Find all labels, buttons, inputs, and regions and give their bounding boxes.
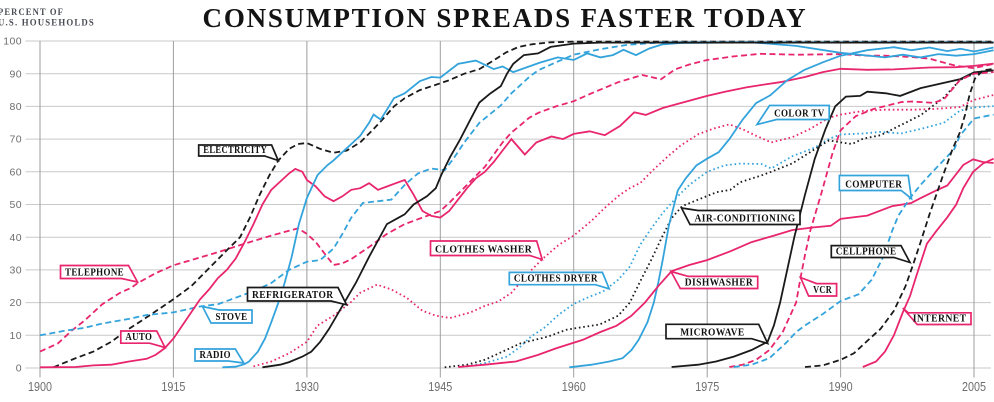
svg-text:40: 40 <box>10 232 22 244</box>
svg-text:AIR-CONDITIONING: AIR-CONDITIONING <box>695 213 796 224</box>
svg-text:30: 30 <box>10 265 22 277</box>
svg-text:1900: 1900 <box>28 379 52 394</box>
svg-text:60: 60 <box>10 166 22 178</box>
svg-text:COMPUTER: COMPUTER <box>845 179 903 190</box>
svg-text:STOVE: STOVE <box>216 312 248 323</box>
svg-text:CLOTHES DRYER: CLOTHES DRYER <box>514 274 598 285</box>
svg-text:50: 50 <box>10 199 22 211</box>
svg-text:100: 100 <box>3 36 22 48</box>
svg-text:U.S. HOUSEHOLDS: U.S. HOUSEHOLDS <box>0 18 95 28</box>
svg-text:1945: 1945 <box>428 379 452 394</box>
svg-text:1960: 1960 <box>562 379 586 394</box>
svg-text:70: 70 <box>10 134 22 146</box>
svg-text:DISHWASHER: DISHWASHER <box>685 277 754 288</box>
svg-text:1915: 1915 <box>161 379 185 394</box>
svg-text:20: 20 <box>10 297 22 309</box>
svg-text:PERCENT OF: PERCENT OF <box>0 7 64 17</box>
svg-text:TELEPHONE: TELEPHONE <box>65 267 124 278</box>
svg-text:REFRIGERATOR: REFRIGERATOR <box>252 290 334 301</box>
svg-text:1990: 1990 <box>829 379 853 394</box>
svg-text:CONSUMPTION SPREADS FASTER TOD: CONSUMPTION SPREADS FASTER TODAY <box>203 3 808 33</box>
svg-text:2005: 2005 <box>962 379 986 394</box>
svg-text:MICROWAVE: MICROWAVE <box>680 328 744 339</box>
svg-text:ELECTRICITY: ELECTRICITY <box>203 145 267 156</box>
svg-text:0: 0 <box>16 363 22 375</box>
svg-text:CLOTHES WASHER: CLOTHES WASHER <box>435 244 533 255</box>
svg-text:80: 80 <box>10 101 22 113</box>
svg-text:1975: 1975 <box>695 379 719 394</box>
svg-text:COLOR TV: COLOR TV <box>774 108 825 119</box>
svg-text:INTERNET: INTERNET <box>913 313 967 324</box>
svg-text:10: 10 <box>10 330 22 342</box>
svg-text:VCR: VCR <box>813 285 832 296</box>
svg-text:CELLPHONE: CELLPHONE <box>836 246 897 257</box>
svg-text:AUTO: AUTO <box>125 332 152 343</box>
svg-text:90: 90 <box>10 68 22 80</box>
svg-text:1930: 1930 <box>295 379 319 394</box>
svg-text:RADIO: RADIO <box>200 350 231 361</box>
